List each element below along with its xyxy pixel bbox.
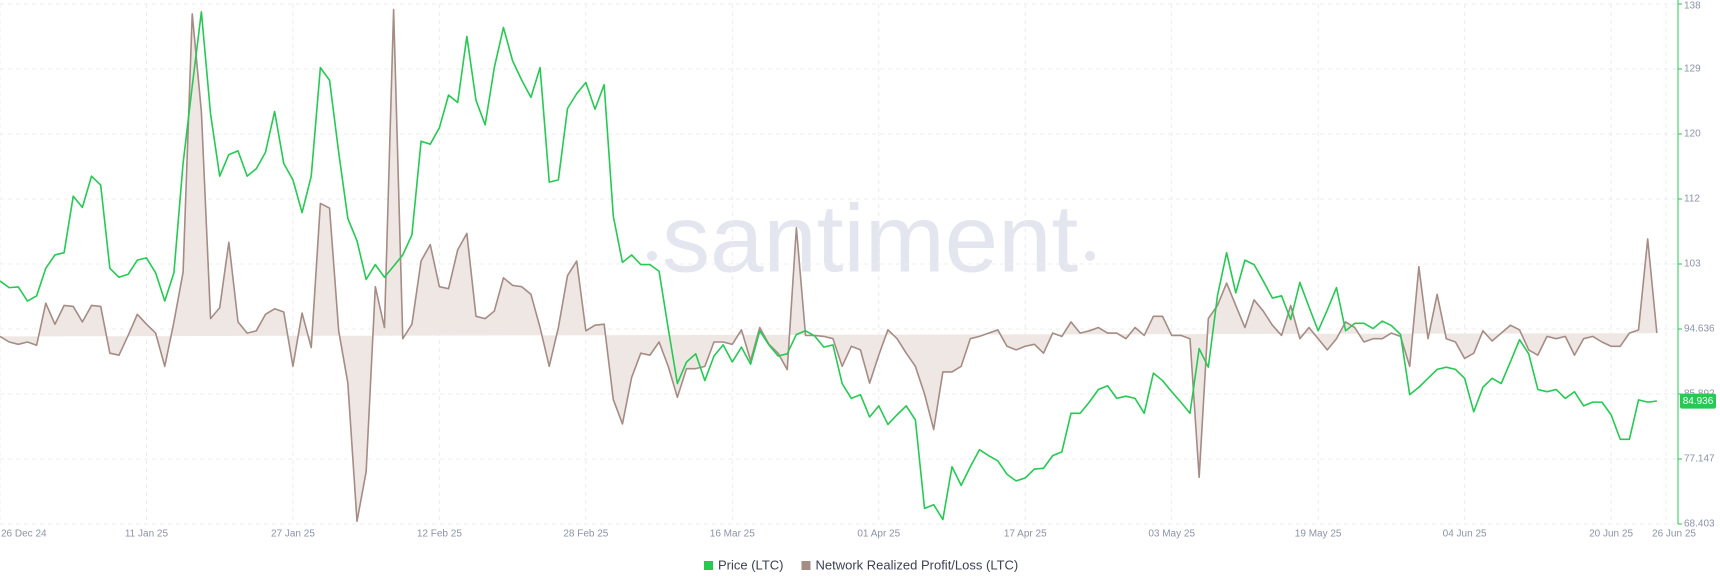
x-tick-label: 17 Apr 25 bbox=[1004, 529, 1047, 540]
last-value-label: 84.936 bbox=[1683, 396, 1714, 407]
x-tick-label: 01 Apr 25 bbox=[857, 529, 900, 540]
watermark-text: santiment bbox=[662, 185, 1078, 292]
legend-label: Network Realized Profit/Loss (LTC) bbox=[815, 557, 1018, 572]
grid bbox=[0, 3, 1678, 525]
y-tick-label: 103 bbox=[1684, 259, 1701, 270]
x-tick-label: 27 Jan 25 bbox=[271, 529, 315, 540]
area-line bbox=[0, 8, 1658, 523]
watermark-dot bbox=[647, 251, 657, 261]
y-tick-label: 129 bbox=[1684, 64, 1701, 75]
x-tick-label: 03 May 25 bbox=[1148, 529, 1195, 540]
x-tick-label: 20 Jun 25 bbox=[1589, 529, 1633, 540]
legend-label: Price (LTC) bbox=[718, 557, 783, 572]
x-tick-label: 16 Mar 25 bbox=[710, 529, 755, 540]
x-tick-label: 19 May 25 bbox=[1295, 529, 1342, 540]
x-tick-label: 26 Jun 25 bbox=[1652, 529, 1696, 540]
legend-swatch bbox=[801, 561, 811, 570]
watermark-dot bbox=[1085, 251, 1095, 261]
legend: Price (LTC) Network Realized Profit/Loss … bbox=[704, 557, 1018, 572]
x-tick-label: 04 Jun 25 bbox=[1443, 529, 1487, 540]
y-tick-label: 112 bbox=[1684, 194, 1700, 205]
y-tick-label: 94.636 bbox=[1684, 324, 1715, 335]
price-line bbox=[0, 11, 1657, 521]
x-tick-label: 11 Jan 25 bbox=[125, 529, 169, 540]
last-value-badge bbox=[1680, 393, 1716, 409]
legend-swatch bbox=[704, 561, 713, 570]
x-tick-label: 26 Dec 24 bbox=[1, 529, 47, 540]
y-tick-label: 77.147 bbox=[1684, 454, 1715, 465]
x-tick-label: 12 Feb 25 bbox=[417, 529, 462, 540]
x-tick-label: 28 Feb 25 bbox=[563, 529, 608, 540]
y-tick-label: 120 bbox=[1684, 129, 1701, 140]
y-tick-label: 138 bbox=[1684, 1, 1701, 12]
watermark: santiment bbox=[647, 185, 1095, 292]
y-tick-label: 68.403 bbox=[1684, 519, 1715, 530]
